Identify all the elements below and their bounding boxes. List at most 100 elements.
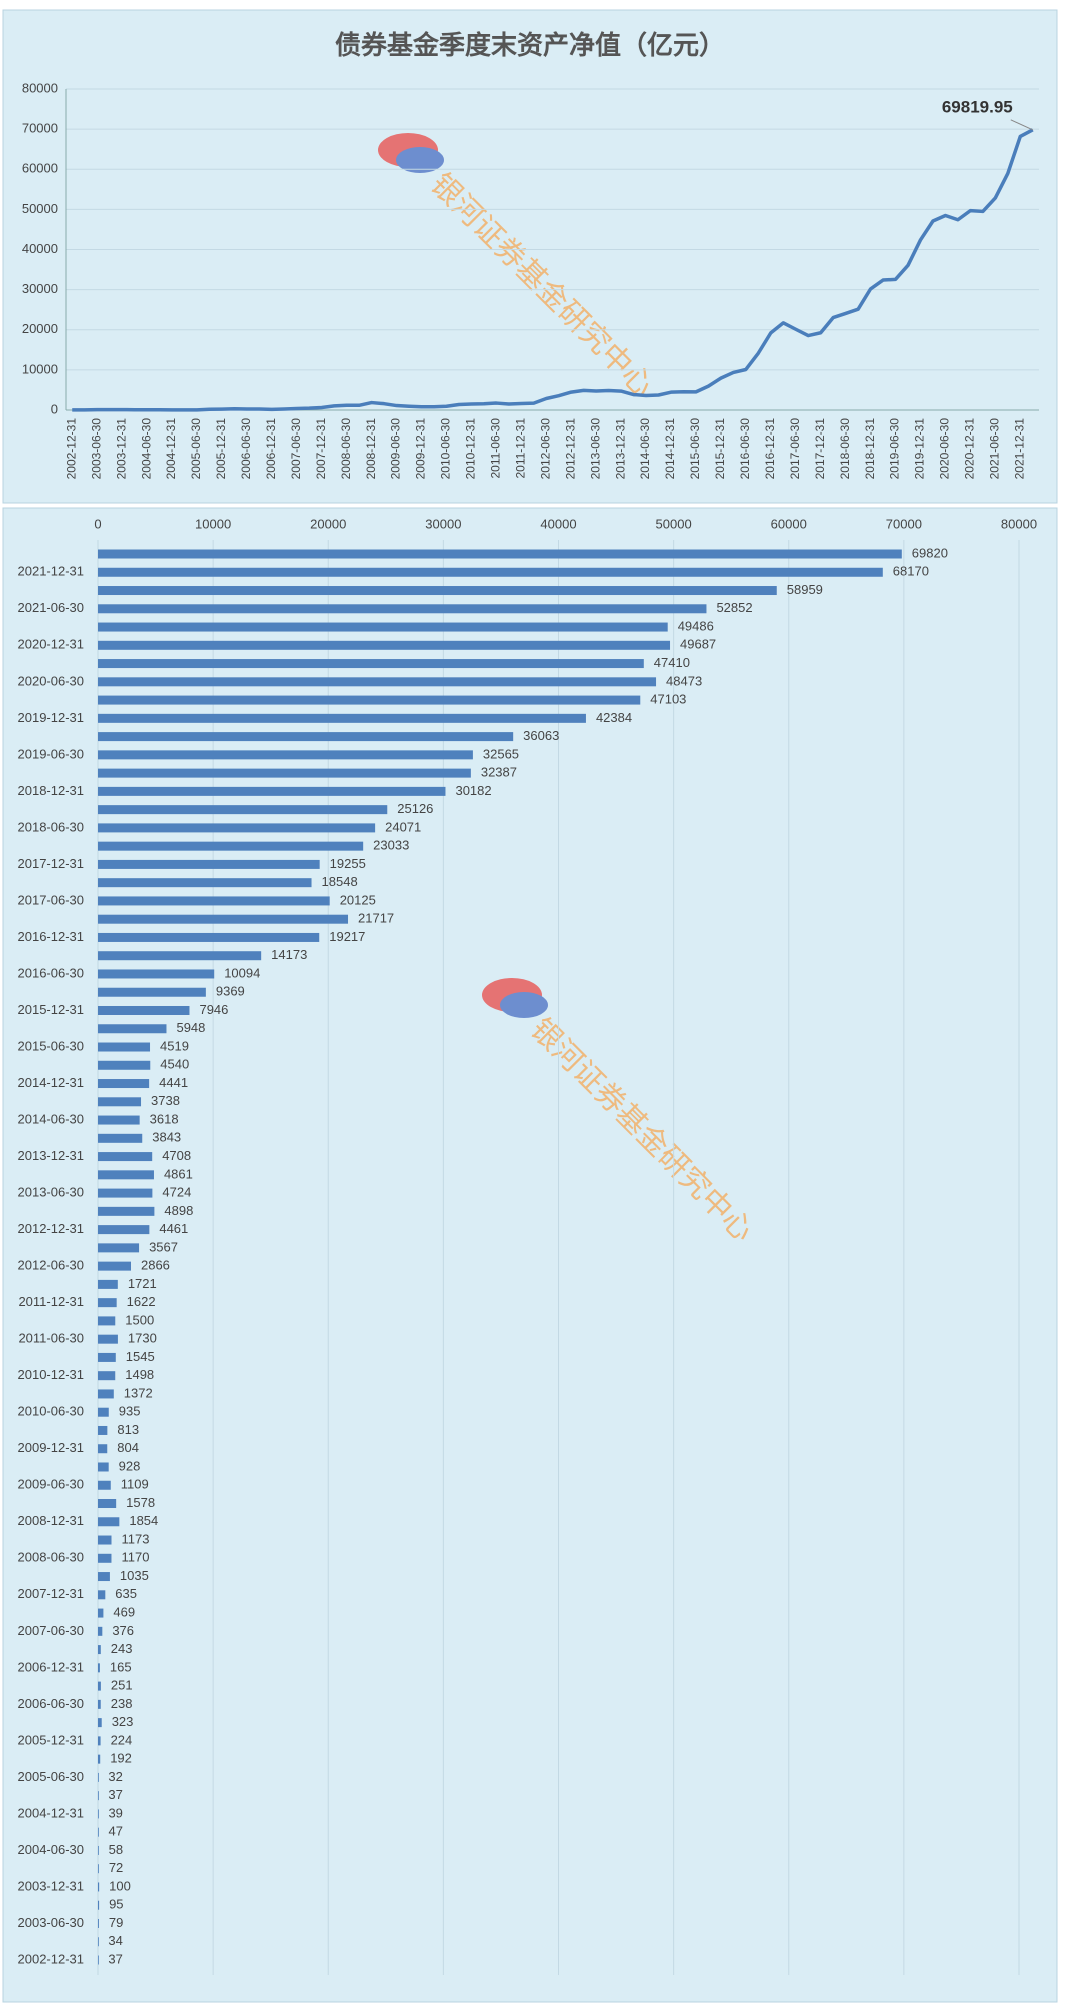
bar — [98, 695, 641, 705]
x-tick-label: 2015-06-30 — [688, 418, 702, 480]
value-label: 935 — [119, 1404, 141, 1419]
bar — [98, 549, 902, 559]
value-label: 376 — [112, 1623, 134, 1638]
bar — [98, 1499, 117, 1509]
x-tick-label: 2010-06-30 — [439, 418, 453, 480]
x-tick-label: 40000 — [540, 516, 576, 531]
bar — [98, 1918, 99, 1928]
x-tick-label: 2004-06-30 — [139, 418, 153, 480]
y-tick-label: 2011-06-30 — [18, 1331, 84, 1346]
y-tick-label: 2004-06-30 — [18, 1842, 85, 1857]
value-label: 4540 — [160, 1057, 189, 1072]
bar — [98, 713, 586, 723]
value-label: 36063 — [523, 728, 559, 743]
value-label: 243 — [111, 1641, 133, 1656]
bar — [98, 1042, 151, 1052]
x-tick-label: 2009-12-31 — [414, 418, 428, 480]
bar — [98, 732, 514, 742]
value-label: 469 — [113, 1605, 135, 1620]
y-tick-label: 2018-06-30 — [18, 819, 85, 834]
value-label: 58 — [109, 1842, 123, 1857]
value-label: 47410 — [654, 655, 690, 670]
bar — [98, 969, 215, 979]
y-tick-label: 80000 — [22, 80, 58, 95]
value-label: 1173 — [122, 1531, 150, 1546]
bar — [98, 677, 657, 687]
bar — [98, 1371, 116, 1381]
x-tick-label: 2012-12-31 — [563, 418, 577, 480]
y-tick-label: 2011-12-31 — [18, 1294, 84, 1309]
bar — [98, 1553, 112, 1563]
value-label: 1109 — [121, 1477, 149, 1492]
x-tick-label: 2008-06-30 — [339, 418, 353, 480]
value-label: 804 — [117, 1440, 139, 1455]
y-tick-label: 20000 — [22, 321, 58, 336]
value-label: 20125 — [340, 892, 376, 907]
value-label: 24071 — [385, 819, 421, 834]
x-tick-label: 2017-06-30 — [788, 418, 802, 480]
bar — [98, 1864, 99, 1874]
value-label: 1854 — [129, 1513, 158, 1528]
x-tick-label: 2003-12-31 — [114, 418, 128, 480]
bar — [98, 932, 320, 942]
value-label: 251 — [111, 1678, 133, 1693]
value-label: 1578 — [126, 1495, 155, 1510]
bar — [98, 1955, 99, 1965]
y-tick-label: 2008-06-30 — [18, 1550, 85, 1565]
y-tick-label: 2009-12-31 — [18, 1440, 85, 1455]
y-tick-label: 2003-12-31 — [18, 1878, 85, 1893]
value-label: 32387 — [481, 765, 517, 780]
value-label: 69820 — [912, 545, 948, 560]
y-tick-label: 2007-12-31 — [18, 1586, 85, 1601]
x-tick-label: 2008-12-31 — [364, 418, 378, 480]
value-label: 3618 — [150, 1111, 179, 1126]
bar — [98, 1718, 102, 1728]
x-tick-label: 2018-06-30 — [838, 418, 852, 480]
bar — [98, 1590, 106, 1600]
value-label: 49687 — [680, 637, 716, 652]
y-tick-label: 2017-12-31 — [18, 856, 85, 871]
annotation-leader — [1010, 119, 1033, 131]
y-tick-label: 2021-12-31 — [18, 564, 85, 579]
y-tick-label: 2005-06-30 — [18, 1769, 85, 1784]
value-label: 224 — [111, 1732, 133, 1747]
value-label: 4519 — [160, 1038, 189, 1053]
value-label: 47103 — [650, 692, 686, 707]
value-label: 25126 — [397, 801, 433, 816]
logo-blue — [396, 147, 444, 173]
x-tick-label: 2016-12-31 — [763, 418, 777, 480]
value-label: 58959 — [787, 582, 823, 597]
value-label: 42384 — [596, 710, 632, 725]
bar — [98, 1079, 150, 1089]
y-tick-label: 2018-12-31 — [18, 783, 85, 798]
value-label: 3843 — [152, 1130, 181, 1145]
value-label: 37 — [108, 1951, 122, 1966]
bar — [98, 1060, 151, 1070]
y-tick-label: 40000 — [22, 241, 58, 256]
y-tick-label: 2019-12-31 — [18, 710, 85, 725]
value-label: 2866 — [141, 1258, 170, 1273]
value-label: 68170 — [893, 564, 929, 579]
bar — [98, 1517, 120, 1527]
bar — [98, 768, 471, 778]
bar — [98, 1352, 116, 1362]
y-tick-label: 2003-06-30 — [18, 1915, 85, 1930]
y-tick-label: 10000 — [22, 361, 58, 376]
value-label: 39 — [108, 1805, 122, 1820]
bar — [98, 1024, 167, 1034]
x-tick-label: 2011-06-30 — [489, 418, 503, 479]
value-label: 1500 — [125, 1312, 154, 1327]
bar — [98, 1115, 140, 1125]
x-tick-label: 2014-12-31 — [663, 418, 677, 480]
bar — [98, 1681, 101, 1691]
bar — [98, 1535, 112, 1545]
value-label: 100 — [109, 1878, 131, 1893]
x-tick-label: 2003-06-30 — [89, 418, 103, 480]
bar — [98, 1937, 99, 1947]
y-tick-label: 2017-06-30 — [18, 892, 85, 907]
x-tick-label: 2011-12-31 — [513, 418, 527, 479]
value-label: 4708 — [162, 1148, 191, 1163]
bar — [98, 1152, 153, 1162]
x-tick-label: 10000 — [195, 516, 231, 531]
